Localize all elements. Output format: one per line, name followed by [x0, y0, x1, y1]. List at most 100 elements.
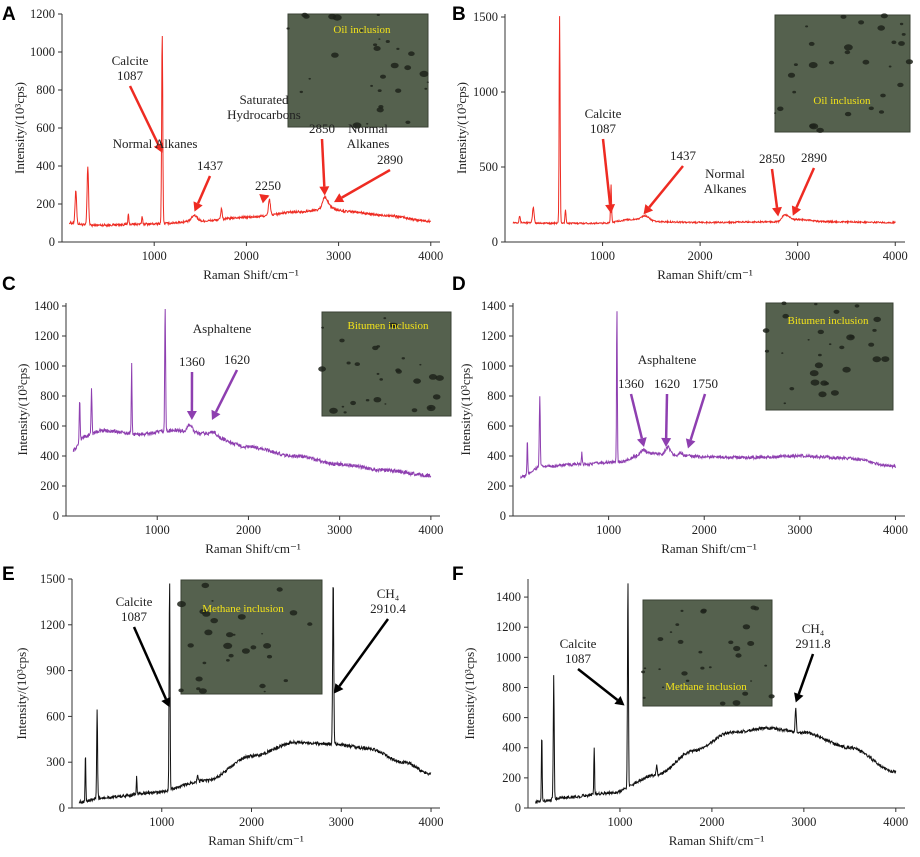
inclusion-speck — [762, 328, 770, 333]
inclusion-speck — [308, 77, 312, 80]
inclusion-speck — [307, 622, 313, 626]
y-tick-label: 1000 — [34, 359, 59, 373]
spectrum-line — [68, 35, 432, 229]
y-axis-label: Intensity/(10³cps) — [462, 648, 477, 740]
x-tick-label: 3000 — [329, 815, 354, 829]
annotation-text: 1620 — [224, 352, 250, 367]
y-tick-label: 1000 — [481, 359, 506, 373]
inclusion-speck — [805, 25, 809, 28]
inclusion-speck — [816, 127, 824, 133]
inclusion-speck — [378, 38, 381, 40]
inclusion-speck — [202, 661, 207, 665]
inclusion-speck — [211, 600, 214, 602]
inclusion-speck — [783, 402, 787, 405]
annotation-text: Asphaltene — [193, 321, 252, 336]
x-tick-label: 3000 — [787, 523, 812, 537]
annotation-text: 1437 — [197, 158, 224, 173]
y-tick-label: 1000 — [473, 85, 498, 99]
y-tick-label: 200 — [502, 771, 521, 785]
annotation-text: Normal Alkanes — [113, 136, 198, 151]
inclusion-speck — [366, 123, 369, 125]
inclusion-speck — [187, 643, 194, 648]
inclusion-speck — [352, 122, 362, 129]
inclusion-speck — [359, 29, 363, 32]
inclusion-speck — [276, 587, 283, 592]
inclusion-speck — [793, 63, 798, 66]
inclusion-speck — [266, 654, 273, 659]
inclusion-speck — [376, 107, 384, 113]
inclusion-speck — [732, 700, 741, 706]
x-tick-label: 4000 — [419, 815, 444, 829]
inclusion-speck — [858, 20, 865, 25]
inset-background — [774, 14, 911, 133]
inclusion-speck — [808, 41, 815, 46]
annotation-arrowhead — [161, 696, 171, 708]
inclusion-speck — [844, 44, 853, 51]
peak-annotation: 2890 — [333, 152, 403, 203]
inclusion-speck — [341, 405, 345, 408]
inset-background — [642, 599, 773, 707]
y-tick-label: 1200 — [496, 620, 521, 634]
annotation-text: 1360 — [179, 354, 205, 369]
inclusion-speck — [426, 81, 429, 83]
inclusion-speck — [432, 394, 441, 400]
panel-E: 1000 2000 3000 4000 0 300 600 900 1200 1500 Raman … — [2, 564, 444, 848]
inset-micrograph: Methane inclusion — [641, 599, 775, 707]
y-tick-label: 400 — [36, 159, 55, 173]
inclusion-speck — [675, 623, 680, 626]
y-tick-label: 800 — [40, 389, 59, 403]
inclusion-speck — [428, 374, 438, 380]
inclusion-speck — [199, 609, 207, 615]
annotation-arrow — [128, 85, 160, 146]
inclusion-speck — [854, 304, 860, 308]
inclusion-speck — [747, 641, 755, 646]
annotation-text: Normal — [705, 166, 745, 181]
inclusion-speck — [899, 22, 904, 26]
inclusion-speck — [318, 366, 326, 372]
y-tick-label: 1400 — [496, 590, 521, 604]
inclusion-speck — [830, 390, 839, 396]
annotation-text: 2850 — [759, 151, 785, 166]
annotation-arrow — [338, 618, 390, 687]
inclusion-speck — [700, 666, 705, 670]
inclusion-speck — [329, 407, 338, 414]
annotation-text: 1620 — [654, 376, 680, 391]
inclusion-speck — [792, 90, 797, 94]
annotation-text: 2250 — [255, 178, 281, 193]
inclusion-speck — [419, 363, 422, 366]
panel-letter: F — [452, 564, 464, 585]
inclusion-speck — [810, 379, 820, 386]
inclusion-speck — [642, 696, 646, 699]
inclusion-speck — [685, 679, 690, 682]
peak-annotation: 2890 — [791, 150, 827, 216]
y-tick-label: 1400 — [481, 299, 506, 313]
inclusion-speck — [719, 701, 726, 706]
inclusion-speck — [373, 397, 382, 403]
inclusion-speck — [873, 316, 881, 323]
annotation-arrowhead — [643, 204, 654, 215]
inset-micrograph: Bitumen inclusion — [318, 311, 452, 417]
y-tick-label: 0 — [492, 235, 498, 249]
inclusion-speck — [669, 631, 673, 633]
inset-background — [180, 579, 323, 695]
inclusion-speck — [396, 47, 400, 51]
inset-label: Oil inclusion — [813, 95, 871, 107]
peak-annotation: 1360 — [179, 354, 205, 420]
x-axis-label: Raman Shift/cm⁻¹ — [657, 267, 753, 282]
x-tick-label: 1000 — [590, 249, 615, 263]
y-axis-label: Intensity/(10³cps) — [14, 648, 29, 740]
annotation-arrow — [577, 668, 619, 701]
y-tick-label: 300 — [46, 755, 65, 769]
inclusion-speck — [891, 40, 897, 45]
inclusion-speck — [250, 645, 257, 650]
panel-letter: E — [2, 564, 15, 585]
inclusion-speck — [817, 329, 824, 335]
inclusion-speck — [413, 378, 421, 384]
inclusion-speck — [339, 338, 345, 343]
inclusion-speck — [733, 645, 741, 652]
peak-annotation: 2850 — [759, 151, 785, 217]
inclusion-speck — [888, 65, 892, 68]
x-tick-label: 1000 — [607, 815, 632, 829]
inclusion-speck — [424, 87, 428, 90]
